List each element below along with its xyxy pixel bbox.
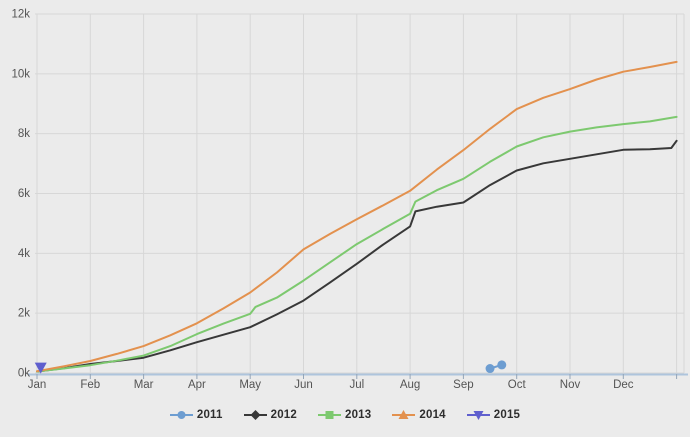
series-2012: [36, 139, 678, 373]
y-axis-label: 6k: [18, 188, 30, 200]
chart-legend: 2011 2012 2013 2014 2015: [0, 408, 690, 422]
legend-item-2014[interactable]: 2014: [392, 408, 446, 422]
legend-item-2011[interactable]: 2011: [169, 408, 223, 422]
legend-marker-2011: [169, 411, 193, 419]
legend-marker-2012: [243, 410, 267, 420]
y-axis-labels: 0k 2k 4k 6k 8k 10k 12k: [11, 9, 30, 380]
legend-marker-2013: [317, 411, 341, 419]
y-axis-label: 12k: [11, 9, 30, 21]
x-axis-label: Jun: [294, 379, 313, 391]
circle-icon[interactable]: [485, 364, 495, 374]
diamond-icon[interactable]: [250, 410, 261, 420]
x-axis-label: Feb: [80, 379, 100, 391]
legend-marker-2015: [466, 411, 490, 420]
series-2013: [36, 115, 678, 373]
x-axis-label: Sep: [453, 379, 473, 391]
x-axis-label: Jan: [28, 379, 47, 391]
legend-item-2012[interactable]: 2012: [243, 408, 297, 422]
x-axis-label: Aug: [400, 379, 420, 391]
y-axis-label: 8k: [18, 128, 30, 140]
legend-label-2015: 2015: [493, 409, 521, 421]
triangle-down-icon[interactable]: [34, 362, 47, 374]
x-axis-label: May: [239, 379, 261, 391]
x-axis-label: Apr: [188, 379, 206, 391]
legend-marker-2014: [392, 410, 416, 419]
legend-item-2013[interactable]: 2013: [317, 408, 372, 422]
x-axis-label: Oct: [508, 379, 527, 391]
y-axis-label: 2k: [18, 308, 30, 320]
triangle-down-icon[interactable]: [473, 411, 484, 420]
series-2014: [36, 60, 678, 373]
x-axis-label: Nov: [560, 379, 581, 391]
x-axis-ticks: [36, 374, 678, 379]
series-line-2014[interactable]: [36, 60, 678, 373]
triangle-up-icon[interactable]: [398, 410, 409, 419]
legend-label-2012: 2012: [270, 409, 297, 421]
series-line-2012[interactable]: [36, 139, 678, 373]
series-2011: [485, 360, 507, 374]
legend-label-2011: 2011: [196, 409, 223, 421]
horizontal-gridlines: [35, 13, 684, 374]
y-axis-label: 0k: [18, 368, 30, 380]
series-2015: [34, 362, 47, 374]
legend-label-2014: 2014: [419, 409, 446, 421]
circle-icon[interactable]: [177, 411, 186, 419]
x-axis-label: Jul: [349, 379, 364, 391]
series-line-2013[interactable]: [36, 115, 678, 373]
legend-label-2013: 2013: [344, 409, 372, 421]
square-icon[interactable]: [325, 411, 334, 419]
x-axis-label: Mar: [134, 379, 154, 391]
circle-icon[interactable]: [497, 360, 507, 370]
y-axis-label: 10k: [11, 68, 30, 80]
y-axis-label: 4k: [18, 248, 30, 260]
x-axis-label: Dec: [613, 379, 634, 391]
legend-item-2015[interactable]: 2015: [466, 408, 521, 422]
vertical-gridlines: [36, 14, 685, 373]
x-axis-labels: Jan Feb Mar Apr May Jun Jul Aug Sep Oct Nov Dec: [28, 379, 634, 391]
